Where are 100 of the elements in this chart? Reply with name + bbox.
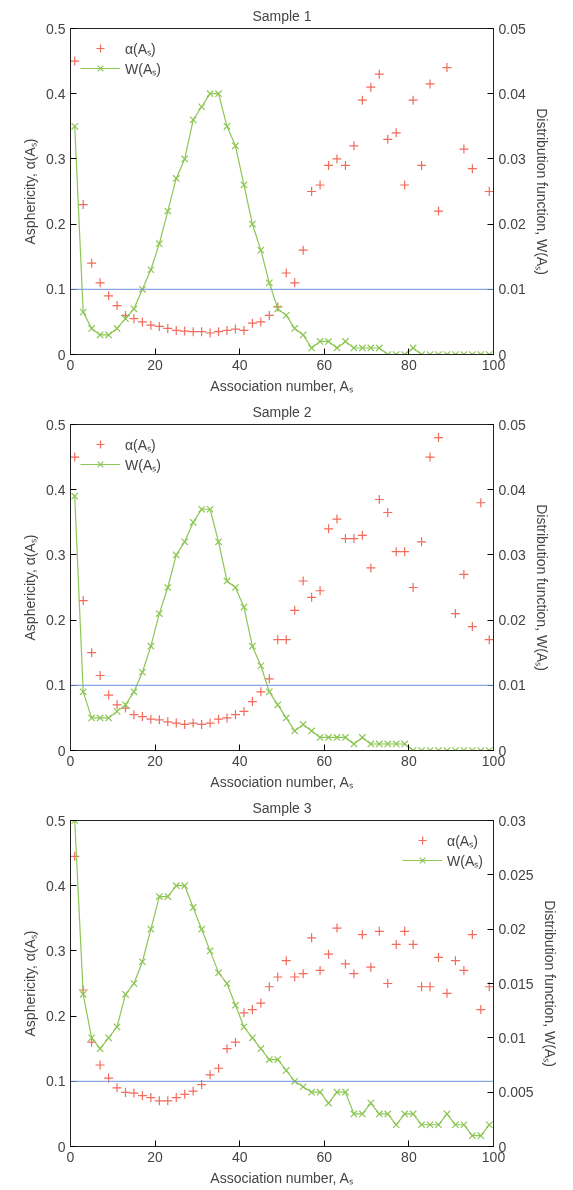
point <box>424 78 436 90</box>
point <box>121 701 130 709</box>
point <box>79 688 87 696</box>
chart-title: Sample 3 <box>252 799 312 816</box>
legend-label: α(Aₛ) <box>447 831 478 850</box>
point <box>331 153 343 164</box>
y-tick-label: 0.2 <box>46 612 66 629</box>
y-tick-label: 0.1 <box>46 1073 66 1090</box>
y2-tick-label: 0.005 <box>498 1084 534 1101</box>
point <box>221 1043 233 1054</box>
point <box>223 979 231 988</box>
point <box>458 965 469 976</box>
point <box>137 316 148 327</box>
point <box>238 325 250 336</box>
point <box>164 583 172 592</box>
y2-tick-label: 0.05 <box>498 20 526 37</box>
y2-axis-title: Distribution function, W(Aₛ) <box>541 900 558 1067</box>
point <box>238 706 250 717</box>
y-axis-title: Asphericity, α(Aₛ) <box>22 930 39 1037</box>
x-tick-label: 20 <box>147 356 164 373</box>
point <box>399 179 410 191</box>
y-tick-label: 0.1 <box>46 677 66 694</box>
point <box>70 452 80 463</box>
y2-tick-label: 0.03 <box>498 812 526 829</box>
point <box>348 140 360 151</box>
point <box>172 174 181 183</box>
point <box>458 144 469 155</box>
point <box>238 1007 250 1018</box>
point <box>113 324 121 333</box>
point <box>443 1110 451 1118</box>
point <box>103 689 114 701</box>
y-tick-label: 0.4 <box>46 85 66 102</box>
point <box>138 957 147 966</box>
x-axis-title: Association number, Aₛ <box>210 1169 353 1186</box>
point <box>138 668 147 677</box>
point <box>111 1082 123 1093</box>
point <box>290 727 299 735</box>
y2-tick-label: 0.03 <box>498 150 526 167</box>
point <box>87 1034 96 1042</box>
x-tick-label: 40 <box>231 752 248 769</box>
y2-axis-title: Distribution function, W(Aₛ) <box>533 504 550 671</box>
point <box>273 701 282 709</box>
point <box>128 1087 140 1099</box>
point <box>374 69 385 80</box>
legend-label: W(Aₛ) <box>125 455 161 474</box>
point <box>282 1066 291 1075</box>
legend-label: W(Aₛ) <box>125 59 161 78</box>
point <box>365 562 376 574</box>
point <box>272 971 283 983</box>
point <box>87 324 96 333</box>
point <box>111 300 123 311</box>
x-tick-label: 80 <box>401 1148 417 1165</box>
point <box>221 712 233 723</box>
point <box>392 1120 400 1129</box>
point <box>257 1044 265 1053</box>
y-tick-label: 0.5 <box>46 812 66 829</box>
point <box>240 1023 248 1031</box>
y-tick-label: 0.4 <box>46 481 66 498</box>
point <box>221 325 233 336</box>
point <box>197 925 206 933</box>
point <box>95 277 106 288</box>
y-tick-label: 0.5 <box>46 416 66 433</box>
point <box>230 323 241 335</box>
point <box>162 1095 173 1106</box>
point <box>154 1095 165 1106</box>
point <box>103 1072 114 1084</box>
y2-tick-label: 0.02 <box>498 612 526 629</box>
y-axis-title: Asphericity, α(Aₛ) <box>22 534 39 641</box>
point <box>290 324 299 333</box>
legend-label: α(Aₛ) <box>125 435 156 454</box>
point <box>314 179 326 191</box>
y-tick-label: 0.2 <box>46 216 66 233</box>
point <box>189 518 197 527</box>
point <box>138 285 147 294</box>
x-tick-label: 80 <box>401 752 417 769</box>
point <box>248 220 257 228</box>
point <box>95 670 106 681</box>
point <box>188 1085 199 1097</box>
point <box>409 344 417 352</box>
point <box>95 1059 106 1071</box>
chart-title: Sample 2 <box>252 403 312 420</box>
point <box>314 965 326 976</box>
point <box>299 1082 307 1091</box>
point <box>458 569 469 580</box>
point <box>204 1069 216 1080</box>
point <box>231 142 240 150</box>
point <box>79 308 87 316</box>
point <box>367 1099 375 1107</box>
point <box>282 311 291 320</box>
x-tick-label: 60 <box>316 1148 333 1165</box>
point <box>189 903 197 912</box>
point <box>145 714 156 725</box>
chart-title: Sample 1 <box>252 7 312 24</box>
point <box>298 575 309 587</box>
point <box>79 990 87 999</box>
point <box>433 205 444 217</box>
point <box>331 922 343 934</box>
point <box>180 538 189 546</box>
point <box>273 305 282 313</box>
y-tick-label: 0.2 <box>46 1008 66 1025</box>
